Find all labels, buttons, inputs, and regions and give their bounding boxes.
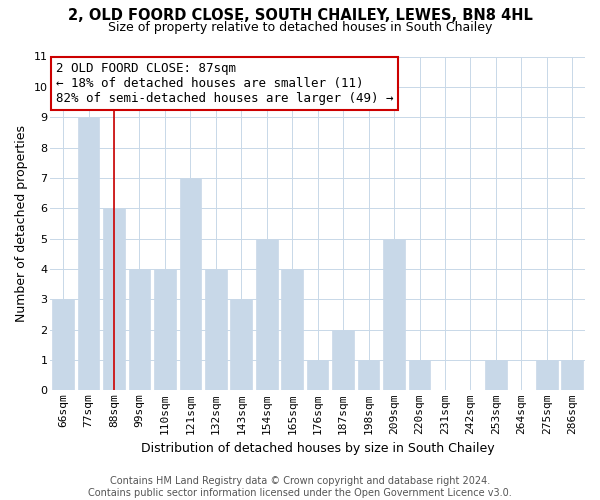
Bar (256, 238, 278, 390)
Bar (230, 300, 252, 390)
Bar (409, 360, 430, 390)
Text: Size of property relative to detached houses in South Chailey: Size of property relative to detached ho… (108, 21, 492, 34)
Text: Contains HM Land Registry data © Crown copyright and database right 2024.
Contai: Contains HM Land Registry data © Crown c… (88, 476, 512, 498)
Bar (281, 269, 303, 390)
Bar (205, 269, 227, 390)
Bar (307, 360, 328, 390)
Bar (154, 269, 176, 390)
Bar (536, 360, 557, 390)
Bar (103, 208, 125, 390)
Y-axis label: Number of detached properties: Number of detached properties (15, 125, 28, 322)
Text: 2 OLD FOORD CLOSE: 87sqm
← 18% of detached houses are smaller (11)
82% of semi-d: 2 OLD FOORD CLOSE: 87sqm ← 18% of detach… (56, 62, 393, 104)
Bar (128, 269, 150, 390)
Bar (332, 330, 354, 390)
Bar (485, 360, 507, 390)
Bar (78, 117, 100, 390)
Bar (358, 360, 379, 390)
Bar (179, 178, 201, 390)
Bar (562, 360, 583, 390)
X-axis label: Distribution of detached houses by size in South Chailey: Distribution of detached houses by size … (141, 442, 494, 455)
Bar (383, 238, 405, 390)
Text: 2, OLD FOORD CLOSE, SOUTH CHAILEY, LEWES, BN8 4HL: 2, OLD FOORD CLOSE, SOUTH CHAILEY, LEWES… (68, 8, 532, 22)
Bar (52, 300, 74, 390)
